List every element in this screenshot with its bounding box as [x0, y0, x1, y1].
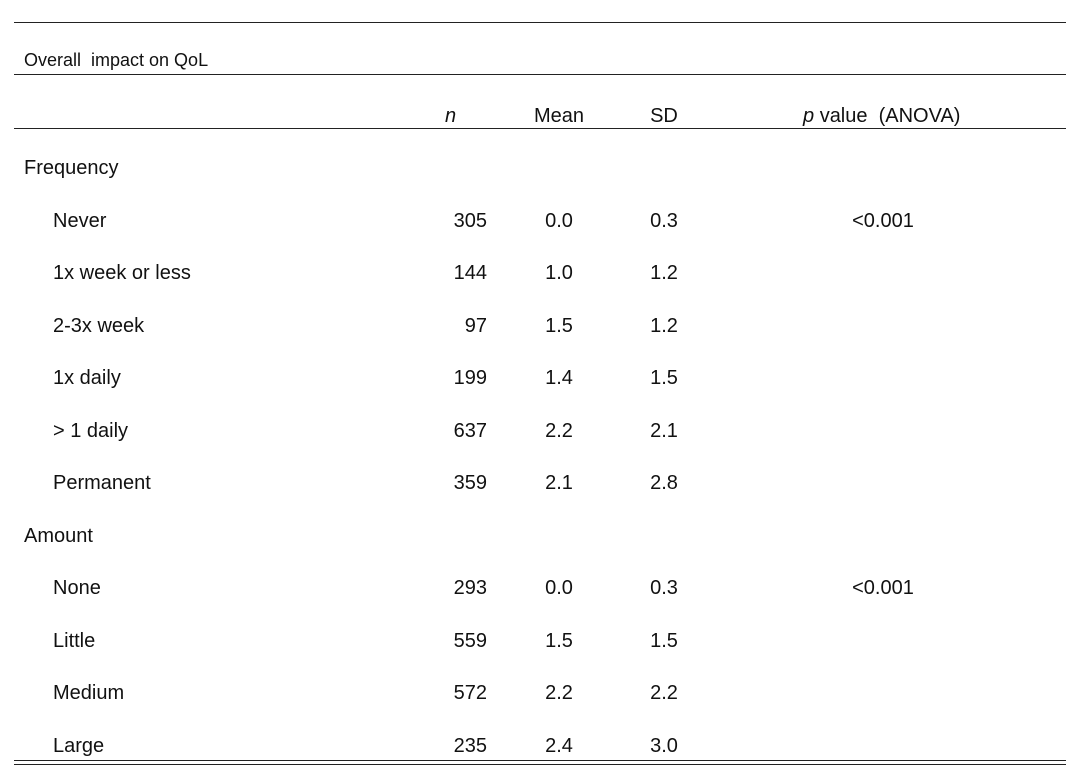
- header-n: n: [445, 105, 457, 127]
- row-label: Medium: [53, 682, 125, 704]
- row-label: 1x daily: [53, 367, 121, 389]
- group-label: Amount: [24, 524, 93, 547]
- header-p-italic: p: [803, 105, 815, 127]
- cell-sd: 2.2: [650, 682, 678, 704]
- header-p-text: value (ANOVA): [819, 105, 961, 127]
- cell-n: 359: [453, 472, 487, 494]
- cell-mean: 1.5: [545, 314, 573, 337]
- cell-n: 305: [453, 209, 487, 232]
- cell-sd: 2.8: [650, 472, 678, 494]
- cell-n: 572: [453, 682, 487, 704]
- bottom-rule: [14, 760, 1066, 761]
- row-label: > 1 daily: [53, 419, 129, 442]
- row-label: Little: [53, 629, 96, 652]
- cell-mean: 0.0: [545, 209, 573, 232]
- header-rule: [14, 128, 1066, 129]
- cell-mean: 2.4: [545, 734, 573, 757]
- header-sd: SD: [650, 105, 678, 127]
- cell-sd: 1.5: [650, 629, 678, 652]
- title-rule: [14, 74, 1066, 75]
- cell-n: 144: [453, 262, 487, 284]
- cell-sd: 3.0: [650, 734, 678, 757]
- row-label: None: [53, 577, 101, 599]
- group-label: Frequency: [24, 157, 119, 179]
- cell-n: 97: [464, 314, 487, 337]
- cell-n: 293: [453, 577, 487, 599]
- cell-mean: 1.0: [545, 262, 573, 284]
- cell-sd: 2.1: [650, 419, 678, 442]
- bottom-rule-2: [14, 764, 1066, 765]
- row-label: 1x week or less: [53, 262, 191, 284]
- row-label: Permanent: [53, 472, 151, 494]
- cell-mean: 1.4: [545, 367, 573, 389]
- cell-mean: 2.2: [545, 419, 573, 442]
- cell-sd: 1.5: [650, 367, 678, 389]
- cell-n: 559: [453, 629, 487, 652]
- top-rule: [14, 22, 1066, 23]
- cell-mean: 2.1: [545, 472, 573, 494]
- cell-sd: 0.3: [650, 577, 678, 599]
- cell-p: <0.001: [852, 577, 914, 599]
- table-title: Overall impact on QoL: [24, 50, 209, 70]
- cell-sd: 1.2: [650, 262, 678, 284]
- cell-n: 637: [453, 419, 487, 442]
- cell-p: <0.001: [852, 209, 914, 232]
- cell-sd: 0.3: [650, 209, 678, 232]
- cell-n: 199: [453, 367, 487, 389]
- row-label: Never: [53, 209, 107, 232]
- row-label: 2-3x week: [53, 314, 145, 337]
- cell-n: 235: [453, 734, 487, 757]
- row-label: Large: [53, 734, 105, 757]
- cell-sd: 1.2: [650, 314, 678, 337]
- cell-mean: 0.0: [545, 577, 573, 599]
- header-mean: Mean: [533, 105, 585, 127]
- header-p: p value (ANOVA): [803, 104, 960, 128]
- cell-mean: 2.2: [545, 682, 573, 704]
- cell-mean: 1.5: [545, 629, 573, 652]
